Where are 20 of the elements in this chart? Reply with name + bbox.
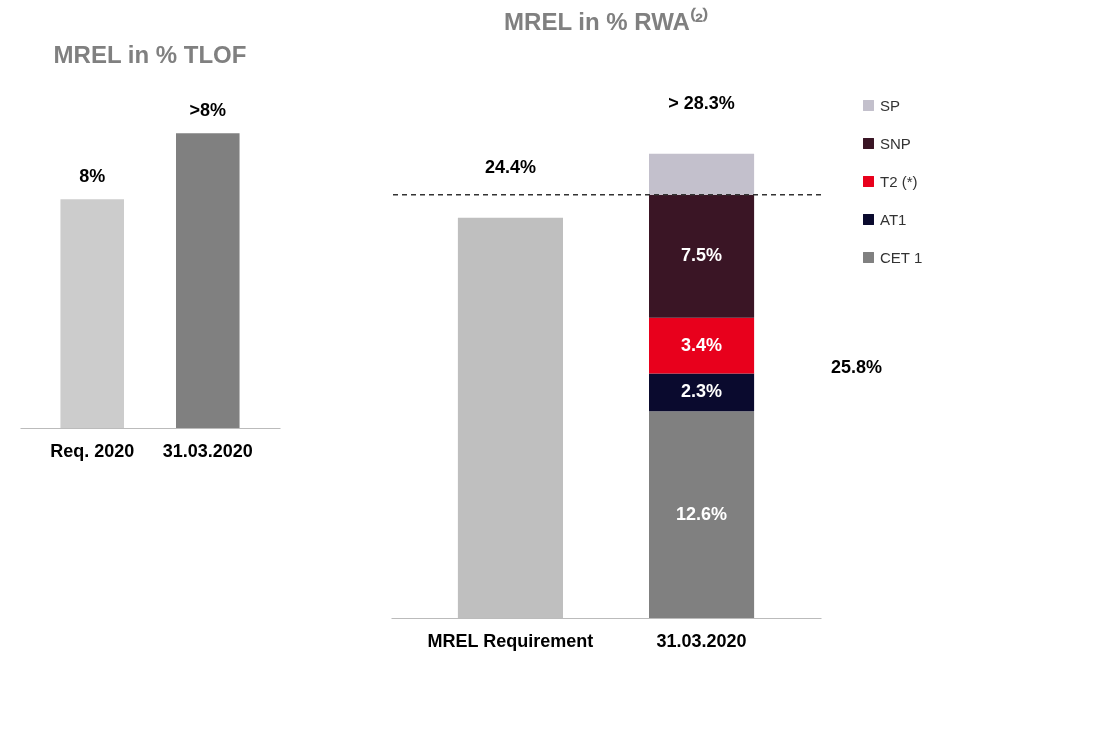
legend-label: CET 1 [880,248,923,266]
legend-label: SNP [880,134,911,152]
legend-label: SP [880,96,901,114]
total-label: 24.4% [484,156,536,177]
x-tick-label: MREL Requirement [427,630,594,651]
data-label: 3.4% [681,334,723,355]
x-tick-label: 31.03.2020 [162,440,253,461]
data-label: >8% [189,100,227,121]
total-label: > 28.3% [668,92,735,113]
data-label: 12.6% [676,503,728,524]
data-label: 7.5% [681,245,723,266]
x-tick-label: 31.03.2020 [656,630,747,651]
legend-label: AT1 [880,210,907,228]
x-tick-label: Req. 2020 [50,440,135,461]
data-label: 2.3% [681,381,723,402]
text: 25.8% [831,357,883,378]
chart-title: MREL in % TLOF [53,41,247,68]
legend-label: T2 (*) [880,172,918,190]
data-label: 8% [79,166,106,187]
chart-title: MREL in % RWA⁽²⁾ [504,6,708,35]
